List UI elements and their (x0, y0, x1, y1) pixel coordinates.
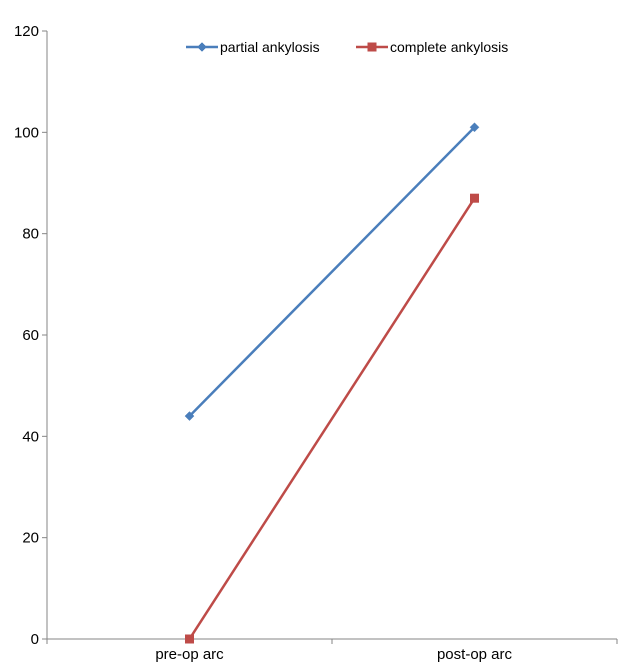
x-axis-ticks: pre-op arc post-op arc (46, 639, 618, 663)
x-tick-label: post-op arc (437, 646, 513, 663)
data-point (185, 634, 194, 644)
legend-item: partial ankylosis (186, 39, 320, 55)
data-point (184, 411, 195, 421)
data-point (469, 122, 480, 133)
y-tick-label: 80 (22, 226, 39, 243)
y-tick-label: 0 (31, 631, 39, 648)
y-tick-label: 60 (22, 327, 39, 344)
series-line (188, 126, 476, 417)
data-point (470, 193, 479, 203)
legend-label: complete ankylosis (390, 39, 508, 55)
y-tick-label: 120 (14, 23, 39, 40)
x-tick-label: pre-op arc (155, 646, 224, 663)
series-complete-ankylosis (185, 193, 479, 644)
series-layer (184, 122, 480, 644)
legend-marker (367, 42, 377, 52)
y-tick-label: 20 (22, 530, 39, 547)
series-line (188, 197, 476, 640)
y-tick-label: 100 (14, 124, 39, 141)
axes (46, 31, 617, 640)
y-tick-label: 40 (22, 428, 39, 445)
legend-label: partial ankylosis (220, 39, 320, 55)
legend: partial ankylosis complete ankylosis (186, 39, 508, 55)
legend-item: complete ankylosis (356, 39, 508, 55)
legend-marker (197, 42, 207, 52)
series-partial-ankylosis (184, 122, 480, 421)
y-axis-ticks: 0 20 40 60 80 100 120 (14, 23, 47, 648)
